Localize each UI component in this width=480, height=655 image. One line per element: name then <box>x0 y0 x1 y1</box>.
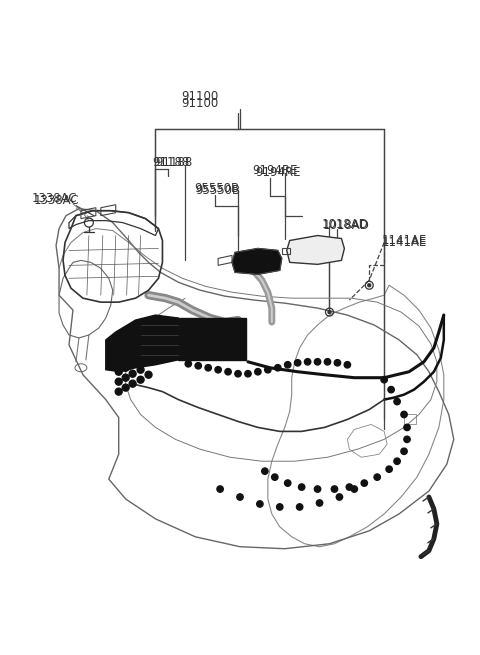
Circle shape <box>331 486 337 493</box>
Circle shape <box>129 360 136 367</box>
Text: 95550B: 95550B <box>194 182 240 195</box>
Text: 1141AE: 1141AE <box>381 236 427 249</box>
Text: 95550B: 95550B <box>195 184 240 197</box>
Circle shape <box>115 368 122 375</box>
Text: 91188: 91188 <box>156 157 193 170</box>
Circle shape <box>336 494 343 500</box>
Text: 9194RE: 9194RE <box>252 164 298 178</box>
Polygon shape <box>232 248 282 274</box>
Text: 1141AE: 1141AE <box>381 234 427 247</box>
Circle shape <box>137 366 144 373</box>
Circle shape <box>334 360 341 366</box>
Bar <box>179 318 246 360</box>
Circle shape <box>205 365 211 371</box>
Circle shape <box>264 367 271 373</box>
Circle shape <box>388 386 394 393</box>
Text: 1018AD: 1018AD <box>322 218 369 231</box>
Polygon shape <box>106 315 179 372</box>
Circle shape <box>381 377 387 383</box>
Circle shape <box>314 359 321 365</box>
Circle shape <box>394 398 400 405</box>
Text: 1338AC: 1338AC <box>31 193 77 205</box>
Circle shape <box>316 500 323 506</box>
Text: 1338AC: 1338AC <box>33 195 79 207</box>
Circle shape <box>324 359 331 365</box>
Circle shape <box>215 367 221 373</box>
Circle shape <box>401 411 407 418</box>
Circle shape <box>262 468 268 474</box>
Circle shape <box>386 466 392 472</box>
Circle shape <box>275 365 281 371</box>
Circle shape <box>185 361 192 367</box>
Circle shape <box>404 424 410 430</box>
Circle shape <box>297 504 303 510</box>
Circle shape <box>285 362 291 368</box>
Circle shape <box>394 458 400 464</box>
Circle shape <box>361 480 368 486</box>
Circle shape <box>255 369 261 375</box>
Circle shape <box>351 486 358 493</box>
Polygon shape <box>287 236 344 265</box>
Text: 9194RE: 9194RE <box>255 166 300 179</box>
Circle shape <box>115 358 122 365</box>
Circle shape <box>344 362 350 368</box>
Circle shape <box>195 363 202 369</box>
Circle shape <box>404 436 410 443</box>
Circle shape <box>145 371 152 378</box>
Circle shape <box>235 371 241 377</box>
Circle shape <box>122 384 129 391</box>
Circle shape <box>276 504 283 510</box>
Circle shape <box>304 359 311 365</box>
Circle shape <box>245 371 251 377</box>
Text: 91188: 91188 <box>153 157 190 170</box>
Circle shape <box>346 484 352 490</box>
Text: 1018AD: 1018AD <box>323 219 370 232</box>
Circle shape <box>129 370 136 377</box>
Circle shape <box>374 474 380 480</box>
Circle shape <box>115 378 122 385</box>
Circle shape <box>217 486 223 493</box>
Circle shape <box>295 360 301 366</box>
Bar <box>404 415 416 424</box>
Circle shape <box>401 448 407 455</box>
Circle shape <box>299 484 305 490</box>
Circle shape <box>285 480 291 486</box>
Text: 91100: 91100 <box>181 97 219 110</box>
Circle shape <box>115 388 122 395</box>
Text: 91100: 91100 <box>181 90 219 103</box>
Circle shape <box>122 374 129 381</box>
Circle shape <box>257 501 263 507</box>
Circle shape <box>122 364 129 371</box>
Circle shape <box>328 310 331 314</box>
Circle shape <box>368 284 371 287</box>
Circle shape <box>272 474 278 480</box>
Circle shape <box>115 348 122 356</box>
Circle shape <box>137 376 144 383</box>
Circle shape <box>237 494 243 500</box>
Circle shape <box>225 369 231 375</box>
Circle shape <box>314 486 321 493</box>
Circle shape <box>122 354 129 362</box>
Circle shape <box>129 380 136 387</box>
